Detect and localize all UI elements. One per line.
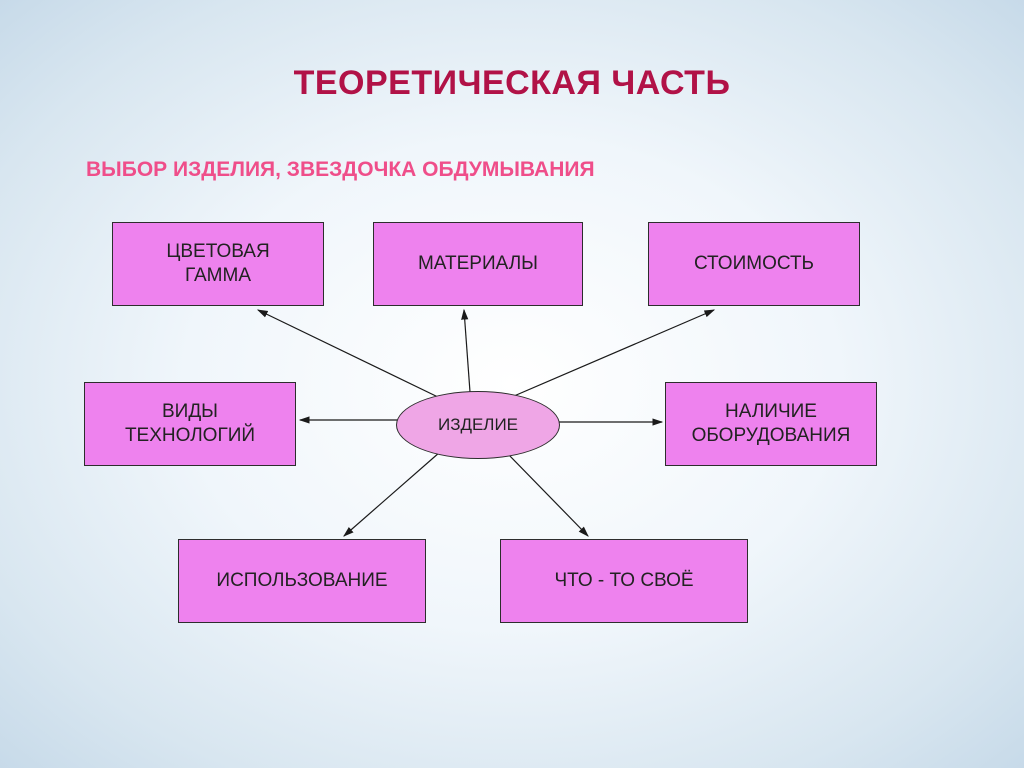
connector-line <box>464 310 470 392</box>
slide-title: ТЕОРЕТИЧЕСКАЯ ЧАСТЬ <box>0 64 1024 103</box>
node-label: ИСПОЛЬЗОВАНИЕ <box>216 569 387 593</box>
node-usage: ИСПОЛЬЗОВАНИЕ <box>178 539 426 623</box>
node-cost: СТОИМОСТЬ <box>648 222 860 306</box>
node-label: НАЛИЧИЕОБОРУДОВАНИЯ <box>692 400 851 448</box>
node-label: МАТЕРИАЛЫ <box>418 252 538 276</box>
center-node-label: ИЗДЕЛИЕ <box>438 415 518 435</box>
center-node: ИЗДЕЛИЕ <box>396 391 560 459</box>
node-label: СТОИМОСТЬ <box>694 252 814 276</box>
node-label: ЦВЕТОВАЯГАММА <box>166 240 269 288</box>
node-tech-types: ВИДЫТЕХНОЛОГИЙ <box>84 382 296 466</box>
node-custom: ЧТО - ТО СВОЁ <box>500 539 748 623</box>
node-equipment: НАЛИЧИЕОБОРУДОВАНИЯ <box>665 382 877 466</box>
connector-line <box>344 452 440 536</box>
slide-subtitle: ВЫБОР ИЗДЕЛИЯ, ЗВЕЗДОЧКА ОБДУМЫВАНИЯ <box>86 158 595 182</box>
node-color-scheme: ЦВЕТОВАЯГАММА <box>112 222 324 306</box>
connector-line <box>508 454 588 536</box>
node-label: ВИДЫТЕХНОЛОГИЙ <box>125 400 255 448</box>
slide-canvas: ТЕОРЕТИЧЕСКАЯ ЧАСТЬ ВЫБОР ИЗДЕЛИЯ, ЗВЕЗД… <box>0 0 1024 768</box>
node-materials: МАТЕРИАЛЫ <box>373 222 583 306</box>
node-label: ЧТО - ТО СВОЁ <box>554 569 693 593</box>
